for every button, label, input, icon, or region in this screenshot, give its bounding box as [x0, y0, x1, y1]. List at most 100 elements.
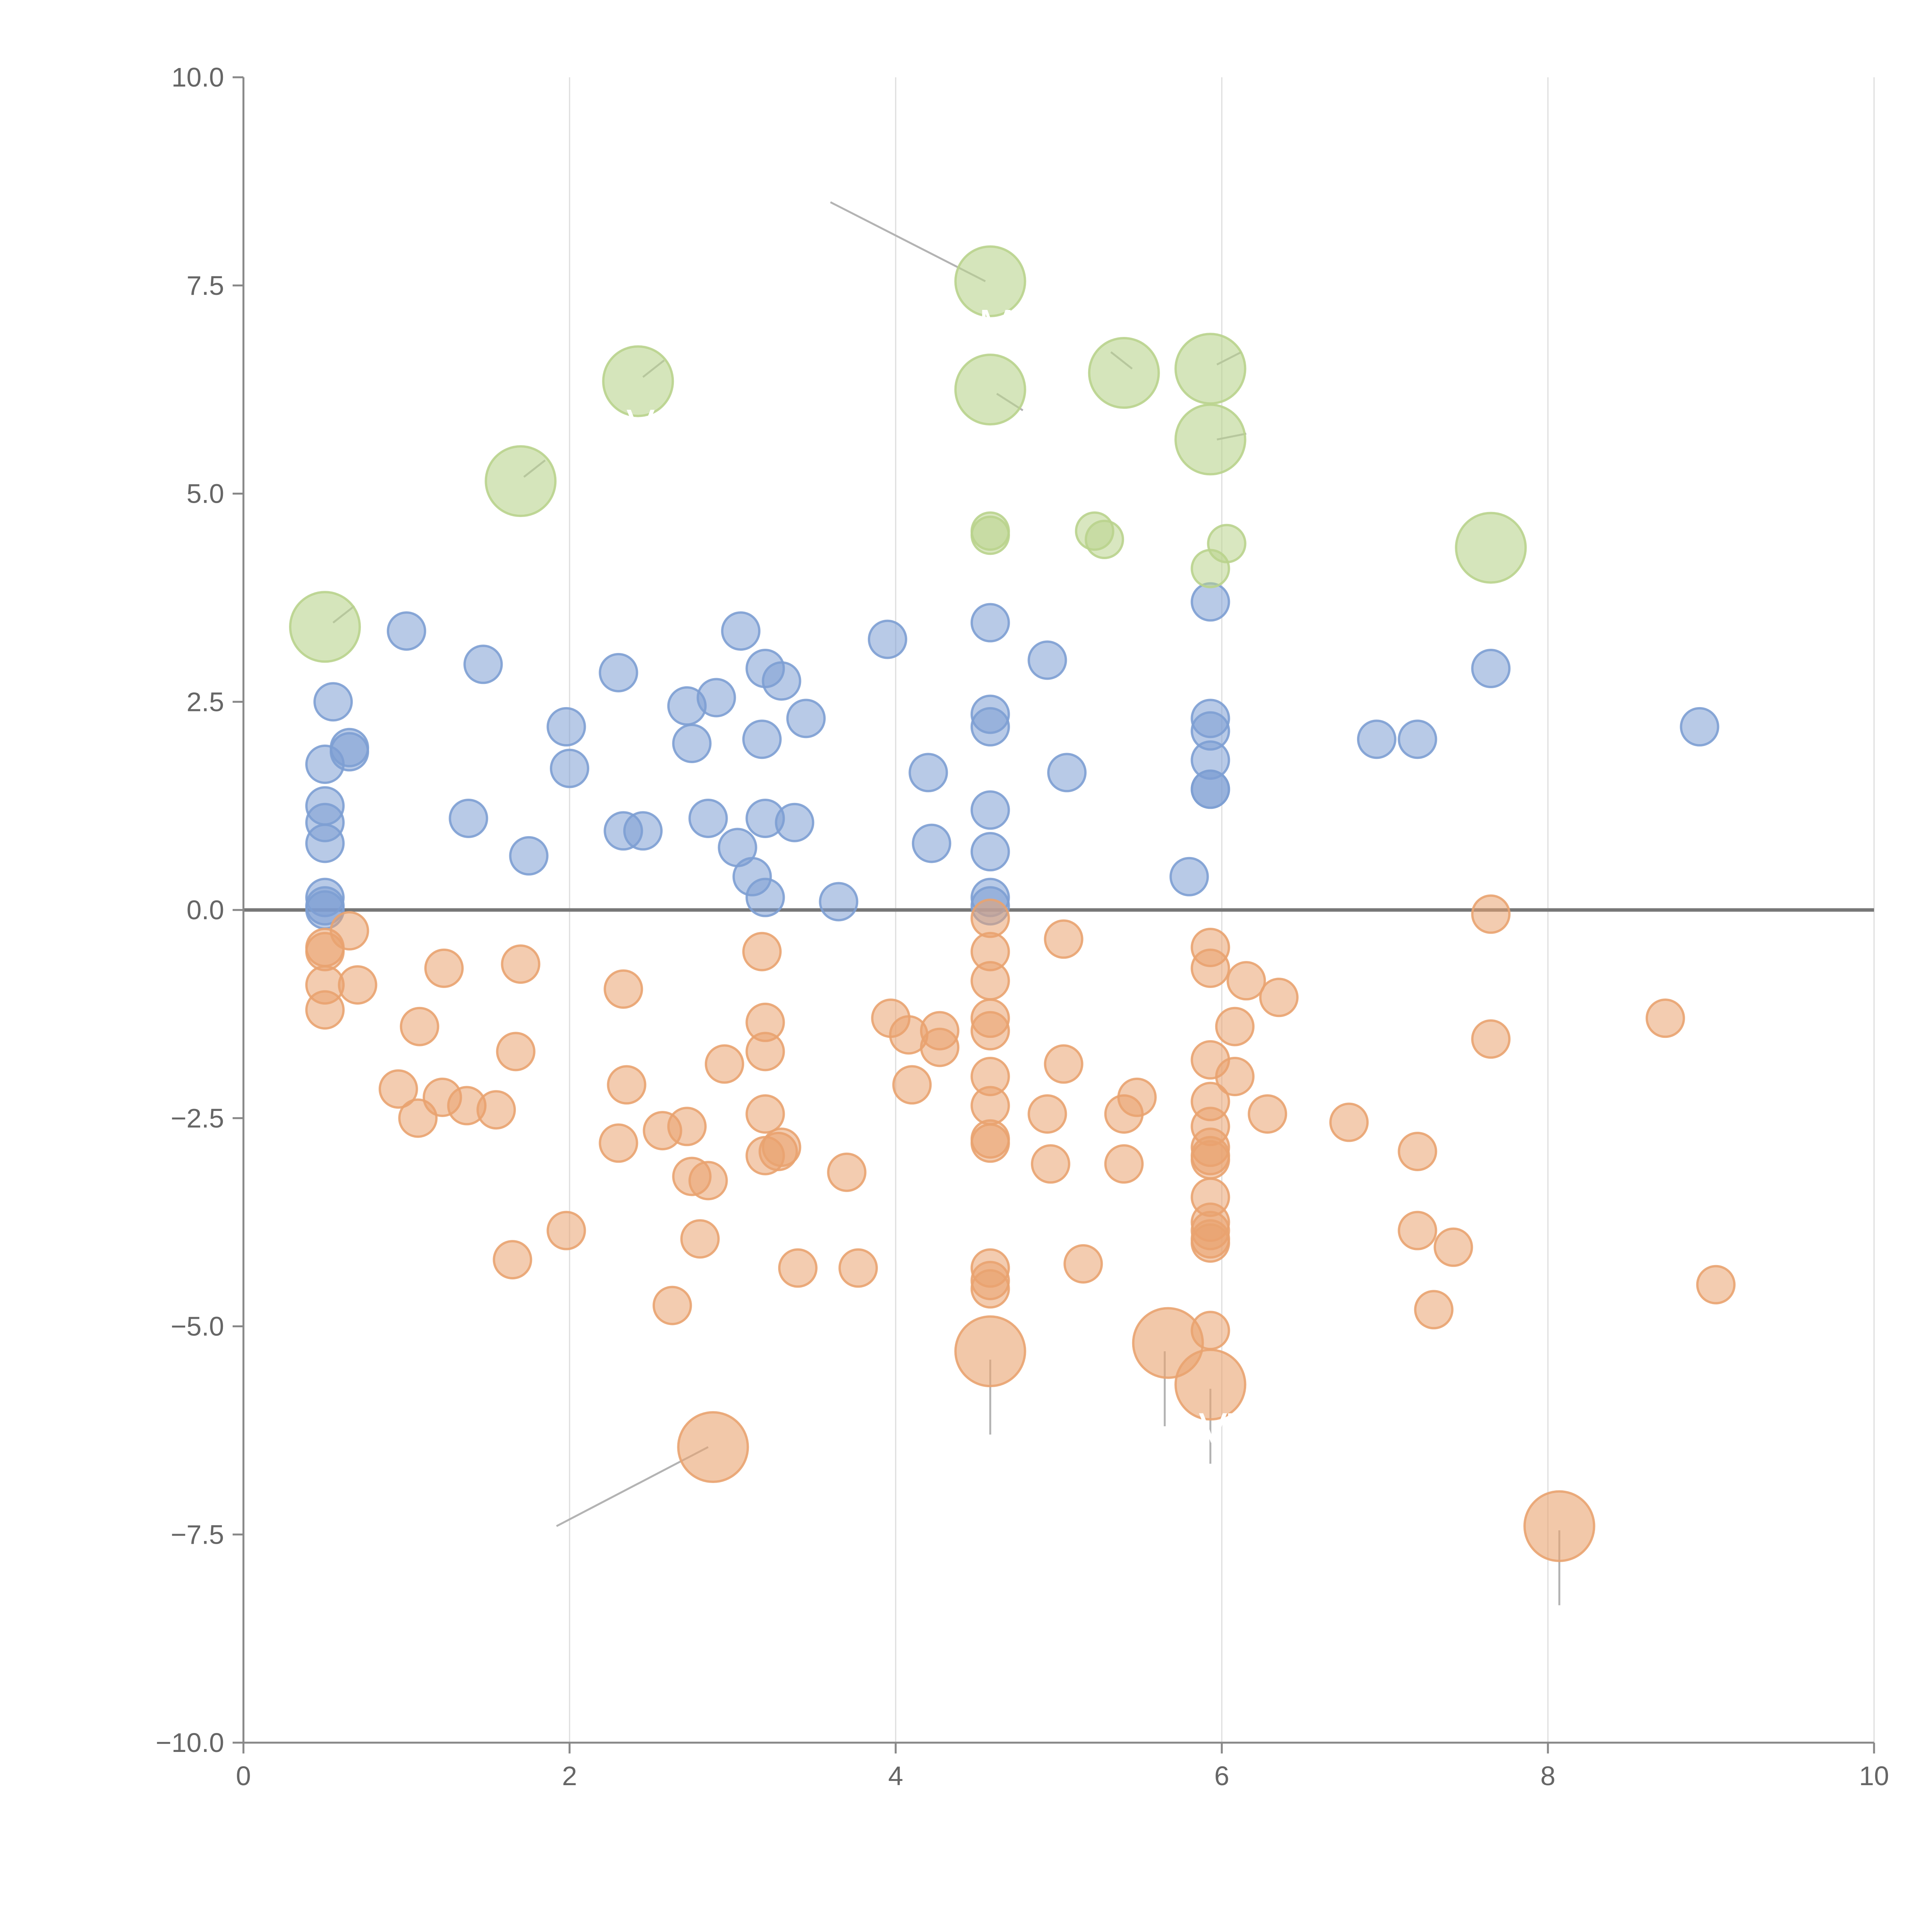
bubble-label: V [626, 401, 655, 449]
data-point-blue [1680, 707, 1719, 747]
data-point-blue [509, 836, 549, 876]
data-point-blue [599, 653, 638, 692]
large-bubble-green [954, 245, 1026, 317]
data-point-orange [1063, 1244, 1103, 1284]
large-bubble-green [954, 354, 1026, 426]
data-point-orange [493, 1240, 532, 1280]
y-tick-label: 7.5 [187, 270, 224, 301]
large-bubble-orange [1174, 1349, 1247, 1421]
data-point-orange [704, 1044, 744, 1084]
callout-lines [332, 201, 1561, 1605]
data-point-orange [1044, 919, 1083, 959]
data-point-orange [378, 1069, 418, 1109]
data-point-orange [599, 1123, 638, 1163]
data-point-orange [496, 1032, 536, 1071]
data-point-blue [912, 823, 951, 863]
large-bubble-green [1174, 403, 1247, 476]
data-point-orange [1104, 1144, 1144, 1184]
data-point-orange [838, 1248, 878, 1288]
data-point-orange [1044, 1044, 1083, 1084]
large-bubble-green [485, 445, 557, 517]
data-point-orange [1471, 1019, 1511, 1059]
data-point-orange [742, 932, 782, 971]
large-bubble-orange [677, 1411, 749, 1483]
large-bubble-green [602, 345, 674, 417]
data-point-blue [742, 719, 782, 759]
y-tick-label: 2.5 [187, 687, 224, 717]
large-bubble-green [1088, 337, 1160, 409]
data-point-orange [1027, 1094, 1067, 1134]
data-point-orange [970, 1011, 1010, 1051]
x-tick-label: 4 [888, 1761, 903, 1791]
x-tick-label: 0 [236, 1761, 251, 1791]
data-point-blue [721, 611, 761, 651]
data-point-orange [1031, 1144, 1070, 1184]
data-point-blue [1398, 719, 1437, 759]
data-point-orange [1190, 948, 1230, 988]
large-bubble-orange [954, 1315, 1026, 1388]
data-point-orange [970, 1123, 1010, 1163]
data-point-orange [400, 1007, 439, 1046]
data-point-orange [338, 965, 378, 1005]
data-point-orange [688, 1161, 728, 1201]
data-point-blue [305, 786, 345, 826]
data-point-orange [970, 898, 1010, 938]
data-point-blue [970, 707, 1010, 747]
data-point-blue [550, 748, 589, 788]
data-point-blue [1190, 769, 1230, 809]
data-point-blue [1190, 582, 1230, 622]
data-point-orange [501, 944, 541, 984]
x-tick-label: 2 [562, 1761, 577, 1791]
data-point-orange [1226, 961, 1266, 1001]
data-point-orange [892, 1065, 932, 1105]
data-point-blue [786, 699, 826, 738]
large-bubble-green [289, 591, 361, 663]
data-point-orange [1259, 978, 1299, 1017]
data-point-orange [546, 1211, 586, 1250]
data-point-blue [688, 798, 728, 838]
data-point-blue [775, 803, 815, 842]
data-point-orange [1190, 1140, 1230, 1180]
large-bubble-green [1455, 512, 1527, 584]
data-point-orange [1215, 1007, 1255, 1046]
data-point-orange [762, 1128, 801, 1167]
y-tick-label: −10.0 [156, 1728, 224, 1758]
data-point-blue [908, 753, 948, 793]
data-point-blue [696, 678, 736, 718]
data-point-orange [970, 961, 1010, 1001]
data-point-orange [476, 1090, 516, 1130]
data-point-orange [920, 1027, 959, 1067]
data-point-orange [424, 948, 464, 988]
data-point-green [970, 515, 1010, 555]
data-point-blue [546, 707, 586, 747]
data-point-orange [827, 1152, 867, 1192]
data-point-blue [1027, 640, 1067, 680]
data-point-orange [1696, 1265, 1736, 1304]
y-tick-label: 10.0 [172, 62, 224, 92]
data-point-orange [970, 1269, 1010, 1309]
x-tick-label: 8 [1541, 1761, 1556, 1791]
data-point-orange [1329, 1102, 1369, 1142]
large-bubble-orange [1523, 1490, 1595, 1562]
data-point-orange [1471, 894, 1511, 934]
y-tick-label: −7.5 [171, 1519, 224, 1549]
data-points [305, 511, 1736, 1350]
data-point-blue [867, 619, 907, 659]
data-point-blue [672, 724, 712, 763]
data-point-orange [970, 1086, 1010, 1126]
data-point-blue [330, 728, 369, 767]
data-point-blue [1047, 753, 1087, 793]
bubble-labels: V M VT [626, 301, 1253, 1452]
large-bubbles [289, 245, 1595, 1562]
data-point-orange [652, 1286, 692, 1325]
data-point-orange [778, 1248, 818, 1288]
y-tick-label: 5.0 [187, 479, 224, 509]
data-point-orange [1414, 1290, 1454, 1330]
data-point-orange [1190, 1223, 1230, 1263]
data-point-orange [1398, 1131, 1437, 1171]
data-point-blue [313, 682, 353, 722]
data-point-blue [762, 661, 801, 701]
data-point-blue [1357, 719, 1396, 759]
data-point-blue [819, 882, 859, 922]
data-point-green [1085, 520, 1124, 560]
